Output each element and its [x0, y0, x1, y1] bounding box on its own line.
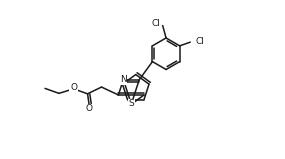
Text: Cl: Cl: [152, 19, 161, 28]
Text: N: N: [120, 75, 127, 84]
Text: Cl: Cl: [195, 37, 204, 45]
Text: O: O: [70, 83, 77, 92]
Text: S: S: [128, 99, 134, 108]
Text: O: O: [86, 104, 93, 113]
